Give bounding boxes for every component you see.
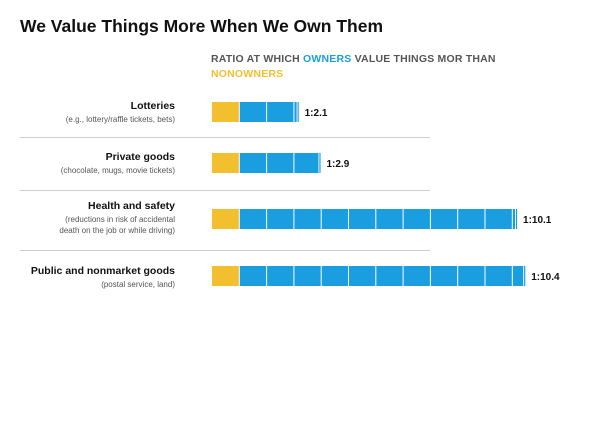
bar-nonowners: [212, 209, 240, 229]
category-description: (reductions in risk of accidental: [65, 215, 175, 224]
category-label: Health and safety: [88, 200, 175, 212]
value-label: 1:2.9: [326, 159, 349, 170]
category-description: (e.g., lottery/raffle tickets, bets): [65, 115, 175, 124]
subtitle-text-1: RATIO AT WHICH: [211, 53, 304, 65]
category-description: (postal service, land): [101, 280, 175, 289]
chart-title: We Value Things More When We Own Them: [20, 16, 384, 36]
subtitle-nonowners: NONOWNERS: [211, 68, 284, 80]
value-label: 1:10.1: [523, 215, 552, 226]
bar-owners: [239, 209, 516, 229]
subtitle-owners: OWNERS: [303, 53, 352, 65]
subtitle-text-2: VALUE THINGS MOR THAN: [351, 53, 496, 65]
value-label: 1:10.4: [531, 272, 560, 283]
category-label: Private goods: [105, 151, 175, 163]
bar-nonowners: [212, 266, 240, 286]
bar-nonowners: [212, 153, 240, 173]
bar-owners: [239, 266, 524, 286]
category-label: Public and nonmarket goods: [30, 265, 175, 277]
category-description: death on the job or while driving): [59, 225, 175, 235]
chart-subtitle: RATIO AT WHICH OWNERS VALUE THINGS MOR T…: [211, 52, 511, 82]
bar-owners: [239, 153, 319, 173]
category-label: Lotteries: [130, 100, 175, 112]
bar-owners: [239, 102, 297, 122]
category-description: (chocolate, mugs, movie tickets): [60, 166, 175, 175]
bar-nonowners: [212, 102, 240, 122]
value-label: 1:2.1: [305, 108, 328, 119]
